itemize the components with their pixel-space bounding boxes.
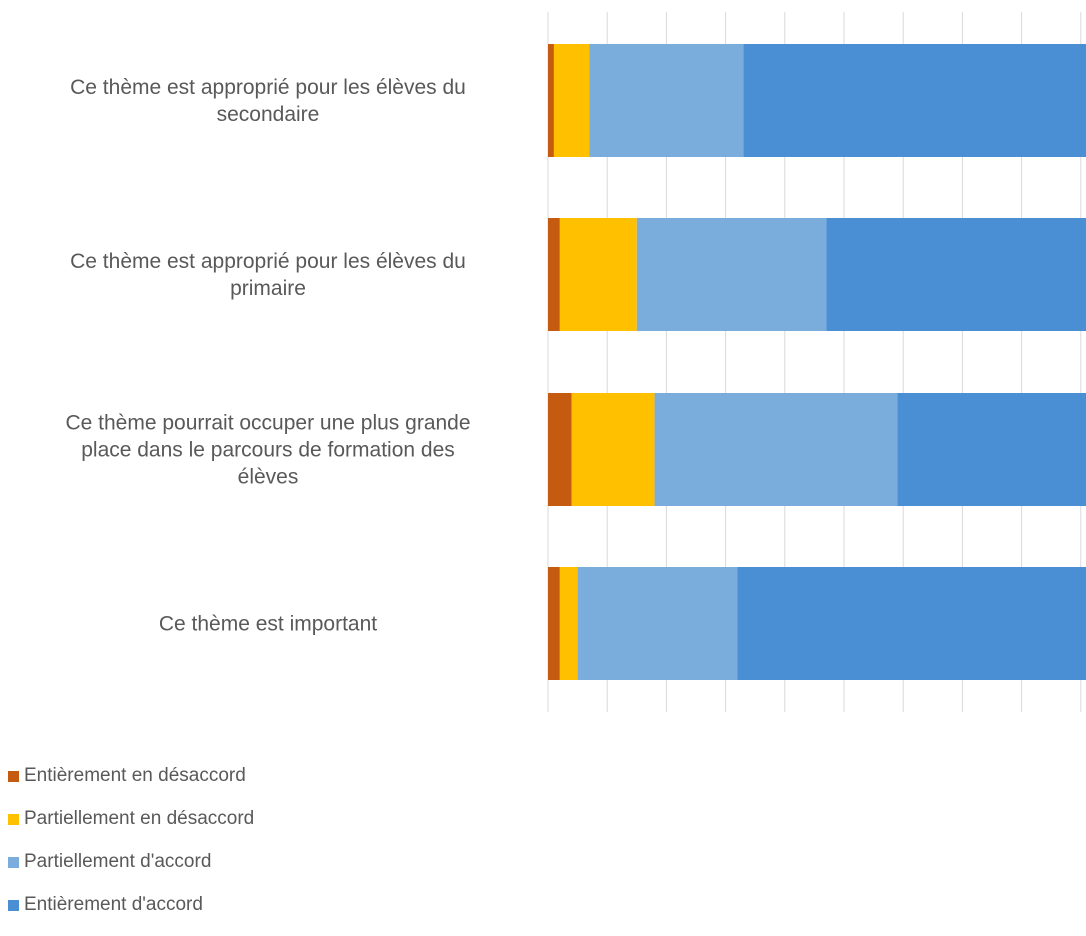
bar-area <box>548 44 1086 680</box>
legend-item: Partiellement en désaccord <box>8 807 254 831</box>
bar-segment <box>548 218 560 331</box>
bar-segment <box>897 393 1086 506</box>
bar-segment <box>559 218 637 331</box>
bar-segment <box>826 218 1086 331</box>
category-labels: Ce thème est approprié pour les élèves d… <box>65 76 470 636</box>
legend-swatch <box>8 899 19 911</box>
bar-segment <box>548 393 572 506</box>
category-label: Ce thème est important <box>159 613 377 636</box>
legend-item: Entièrement en désaccord <box>8 764 254 788</box>
bar-segment <box>654 393 898 506</box>
bar-segment <box>636 218 827 331</box>
legend-item: Entièrement d'accord <box>8 893 254 917</box>
bar-segment <box>559 567 578 680</box>
bar-segment <box>737 567 1086 680</box>
legend: Entièrement en désaccord Partiellement en… <box>8 764 254 936</box>
stacked-bar-chart: Ce thème est approprié pour les élèves d… <box>65 12 1086 712</box>
legend-label: Partiellement d'accord <box>24 851 212 872</box>
legend-swatch <box>8 856 19 868</box>
bar-segment <box>577 567 738 680</box>
legend-swatch <box>8 813 19 825</box>
bar-segment <box>553 44 590 157</box>
category-label: Ce thème est approprié pour les élèves d… <box>70 76 466 126</box>
bar-segment <box>589 44 744 157</box>
bar-segment <box>743 44 1086 157</box>
legend-swatch <box>8 770 19 782</box>
legend-label: Entièrement en désaccord <box>24 765 246 786</box>
bar-segment <box>548 44 554 157</box>
legend-item: Partiellement d'accord <box>8 850 254 874</box>
legend-label: Partiellement en désaccord <box>24 808 255 829</box>
category-label: Ce thème est approprié pour les élèves d… <box>70 250 466 300</box>
bar-segment <box>548 567 560 680</box>
bar-segment <box>571 393 655 506</box>
category-label: Ce thème pourrait occuper une plus grand… <box>65 412 470 489</box>
legend-label: Entièrement d'accord <box>24 894 203 915</box>
